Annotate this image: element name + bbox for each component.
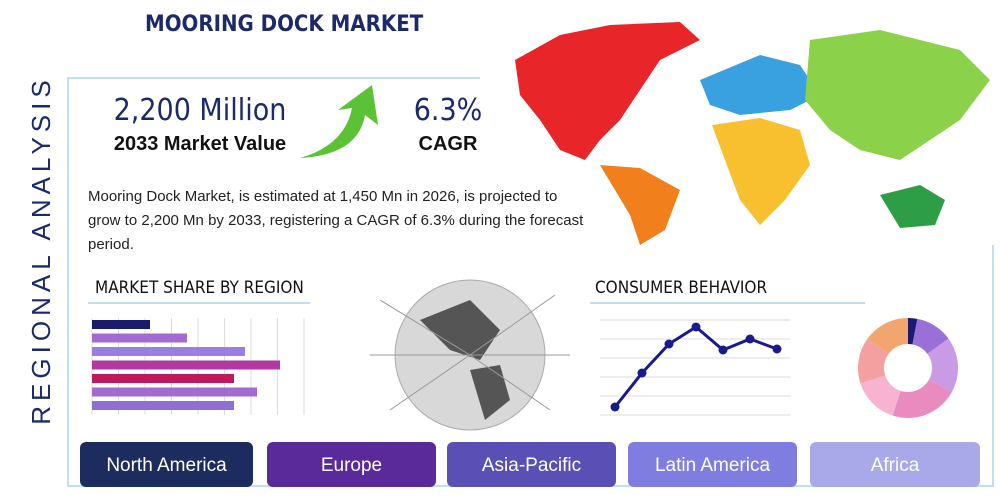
bar — [92, 347, 245, 356]
side-label: REGIONAL ANALYSIS — [26, 75, 56, 424]
donut-slice — [892, 379, 952, 418]
bar — [92, 320, 150, 329]
point — [637, 368, 647, 378]
donut-slice — [927, 338, 958, 393]
donut-slice — [867, 318, 908, 354]
donut-slice — [860, 375, 901, 416]
stat-caption: 2033 Market Value — [114, 133, 286, 155]
region-button[interactable] — [628, 442, 797, 487]
cagr-caption: CAGR — [419, 133, 478, 155]
growth-arrow — [300, 85, 378, 158]
region-button[interactable] — [810, 442, 980, 487]
stat-value: 2,200 Million — [114, 93, 287, 128]
point — [718, 345, 728, 355]
point — [664, 339, 674, 349]
world-map — [515, 22, 990, 245]
description-box: Mooring Dock Market, is estimated at 1,4… — [88, 188, 584, 253]
cagr-value: 6.3% — [414, 93, 483, 128]
bar — [92, 374, 234, 383]
region-label[interactable]: Latin America — [655, 455, 771, 476]
region-label[interactable]: Asia-Pacific — [482, 455, 581, 476]
region-label[interactable]: North America — [106, 455, 227, 476]
donut-slice — [908, 318, 918, 345]
section-title: CONSUMER BEHAVIOR — [595, 278, 767, 298]
globe — [370, 279, 570, 431]
title: MOORING DOCK MARKET — [145, 12, 424, 37]
bar — [92, 360, 280, 370]
description: Mooring Dock Market, is estimated at 1,4… — [88, 188, 584, 253]
region-button[interactable] — [80, 442, 253, 487]
point — [691, 322, 701, 332]
point — [772, 344, 782, 354]
region-button[interactable] — [447, 442, 616, 487]
region-label[interactable]: Europe — [321, 455, 382, 476]
bar — [92, 333, 187, 343]
point — [745, 334, 755, 344]
donut-slice — [912, 318, 949, 354]
region-label[interactable]: Africa — [871, 455, 920, 476]
bar — [92, 401, 234, 410]
section-title: MARKET SHARE BY REGION — [95, 278, 304, 298]
bar — [92, 387, 257, 397]
region-button[interactable] — [267, 442, 436, 487]
point — [610, 402, 620, 412]
donut-slice — [858, 338, 889, 384]
